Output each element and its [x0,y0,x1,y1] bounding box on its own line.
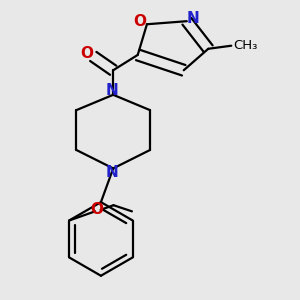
Text: N: N [105,165,118,180]
Text: O: O [90,202,103,217]
Text: O: O [133,14,146,29]
Text: N: N [187,11,199,26]
Text: O: O [81,46,94,62]
Text: N: N [105,83,118,98]
Text: CH₃: CH₃ [233,39,257,52]
